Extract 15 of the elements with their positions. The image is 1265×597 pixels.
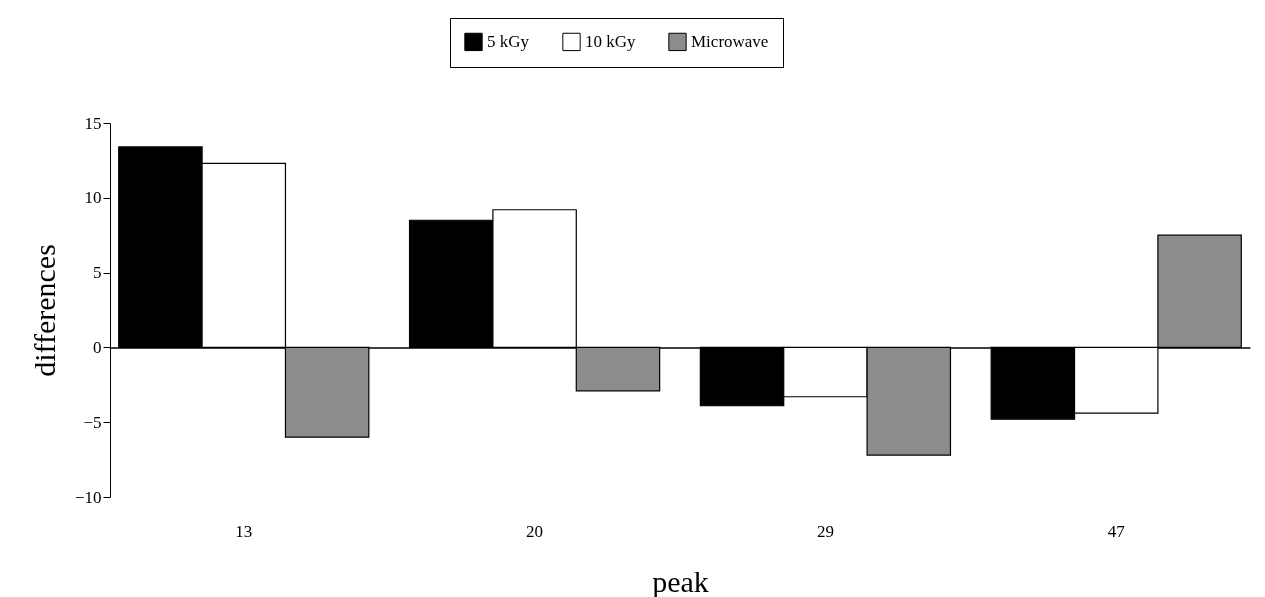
y-tick-label: 0 <box>93 337 102 357</box>
y-tick-label: −10 <box>74 487 102 507</box>
x-tick-label: 20 <box>526 521 544 541</box>
y-tick-label: 5 <box>93 263 102 283</box>
x-tick-label: 13 <box>235 521 253 541</box>
y-tick-label: 10 <box>84 188 102 208</box>
x-axis-title: peak <box>652 564 709 597</box>
legend-label: 5 kGy <box>487 31 530 51</box>
legend-label: Microwave <box>691 31 769 51</box>
y-tick-label: −5 <box>83 412 102 432</box>
y-tick-label: 15 <box>84 113 102 133</box>
x-tick-label: 47 <box>1107 521 1126 541</box>
legend-label: 10 kGy <box>585 31 637 51</box>
y-axis-title: differences <box>27 244 61 377</box>
x-tick-label: 29 <box>816 521 834 541</box>
